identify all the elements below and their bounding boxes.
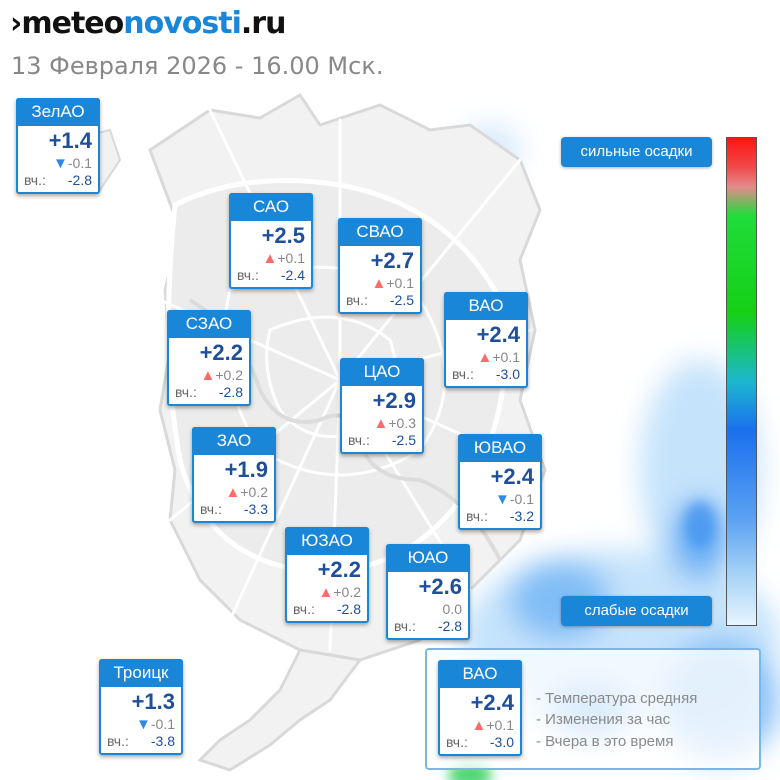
- district-temperature: +2.2: [317, 557, 361, 582]
- district-card-vao[interactable]: ВАО +2.4 ▲+0.1 вч.: -3.0: [444, 292, 528, 388]
- district-card-troitsk[interactable]: Троицк +1.3 ▼-0.1 вч.: -3.8: [99, 659, 183, 755]
- legend-card-yesterday: вч.: -3.0: [446, 734, 514, 750]
- district-name: Троицк: [99, 659, 183, 687]
- district-yesterday: вч.: -3.2: [466, 508, 534, 524]
- district-card-yuvao[interactable]: ЮВАО +2.4 ▼-0.1 вч.: -3.2: [458, 434, 542, 530]
- district-name: САО: [229, 193, 313, 221]
- arrow-up-icon: ▲: [471, 717, 487, 734]
- district-hourly-change: ▼-0.1: [495, 491, 534, 508]
- district-temperature: +1.3: [131, 689, 175, 714]
- district-temperature: +1.9: [224, 457, 268, 482]
- precipitation-color-scale: [726, 137, 757, 626]
- district-hourly-change: ▲+0.1: [262, 250, 306, 267]
- district-hourly-change: ▲+0.2: [318, 584, 362, 601]
- legend-card-change: ▲+0.1: [471, 717, 515, 734]
- district-hourly-change: ▲+0.1: [371, 275, 415, 292]
- legend-sample-card: ВАО +2.4 ▲+0.1 вч.: -3.0: [438, 660, 522, 756]
- district-card-zao[interactable]: ЗАО +1.9 ▲+0.2 вч.: -3.3: [192, 427, 276, 523]
- district-yesterday: вч.: -2.8: [24, 172, 92, 188]
- district-hourly-change: ▲+0.1: [477, 349, 521, 366]
- arrow-up-icon: ▲: [477, 349, 493, 366]
- site-logo[interactable]: ›meteonovosti.ru: [10, 6, 286, 41]
- arrow-down-icon: ▼: [495, 491, 510, 508]
- district-yesterday: вч.: -3.0: [452, 366, 520, 382]
- district-temperature: +2.4: [490, 464, 534, 489]
- arrow-up-icon: ▲: [225, 484, 241, 501]
- district-yesterday: вч.: -2.8: [293, 601, 361, 617]
- district-hourly-change: ▲+0.3: [373, 415, 417, 432]
- district-card-sao[interactable]: САО +2.5 ▲+0.1 вч.: -2.4: [229, 193, 313, 289]
- district-name: ЮАО: [386, 544, 470, 572]
- district-name: СЗАО: [167, 310, 251, 338]
- legend-line-temp: - Температура средняя: [536, 690, 698, 707]
- district-temperature: +1.4: [48, 128, 92, 153]
- district-yesterday: вч.: -2.5: [348, 432, 416, 448]
- legend-line-change: - Изменения за час: [536, 711, 671, 728]
- arrow-up-icon: ▲: [200, 367, 216, 384]
- district-yesterday: вч.: -2.4: [237, 267, 305, 283]
- legend-card-temp: +2.4: [470, 690, 514, 715]
- district-yesterday: вч.: -2.8: [394, 618, 462, 634]
- legend-line-yesterday: - Вчера в это время: [536, 733, 674, 750]
- district-temperature: +2.7: [370, 248, 414, 273]
- district-card-zelao[interactable]: ЗелАО +1.4 ▼-0.1 вч.: -2.8: [16, 98, 100, 194]
- district-name: ВАО: [444, 292, 528, 320]
- district-hourly-change: 0.0: [442, 601, 462, 617]
- district-name: ЮЗАО: [285, 527, 369, 555]
- district-hourly-change: ▲+0.2: [225, 484, 269, 501]
- district-name: СВАО: [338, 218, 422, 246]
- arrow-down-icon: ▼: [53, 155, 68, 172]
- district-temperature: +2.2: [199, 340, 243, 365]
- arrow-up-icon: ▲: [373, 415, 389, 432]
- date-time-title: 13 Февраля 2026 - 16.00 Мск.: [11, 52, 384, 80]
- arrow-up-icon: ▲: [371, 275, 387, 292]
- district-card-svao[interactable]: СВАО +2.7 ▲+0.1 вч.: -2.5: [338, 218, 422, 314]
- legend-card-name: ВАО: [438, 660, 522, 688]
- district-yesterday: вч.: -3.3: [200, 501, 268, 517]
- district-name: ЗелАО: [16, 98, 100, 126]
- district-card-yuzao[interactable]: ЮЗАО +2.2 ▲+0.2 вч.: -2.8: [285, 527, 369, 623]
- arrow-up-icon: ▲: [262, 250, 278, 267]
- district-temperature: +2.6: [418, 574, 462, 599]
- district-name: ЦАО: [340, 358, 424, 386]
- district-hourly-change: ▲+0.2: [200, 367, 244, 384]
- district-hourly-change: ▼-0.1: [136, 716, 175, 733]
- arrow-down-icon: ▼: [136, 716, 151, 733]
- district-temperature: +2.9: [372, 388, 416, 413]
- district-yesterday: вч.: -2.8: [175, 384, 243, 400]
- heavy-precipitation-label: сильные осадки: [561, 137, 712, 167]
- district-hourly-change: ▼-0.1: [53, 155, 92, 172]
- district-temperature: +2.4: [476, 322, 520, 347]
- district-name: ЮВАО: [458, 434, 542, 462]
- district-yesterday: вч.: -2.5: [346, 292, 414, 308]
- light-precipitation-label: слабые осадки: [561, 596, 712, 626]
- district-temperature: +2.5: [261, 223, 305, 248]
- district-yesterday: вч.: -3.8: [107, 733, 175, 749]
- district-card-szao[interactable]: СЗАО +2.2 ▲+0.2 вч.: -2.8: [167, 310, 251, 406]
- district-name: ЗАО: [192, 427, 276, 455]
- district-card-yuao[interactable]: ЮАО +2.6 0.0 вч.: -2.8: [386, 544, 470, 640]
- arrow-up-icon: ▲: [318, 584, 334, 601]
- district-card-cao[interactable]: ЦАО +2.9 ▲+0.3 вч.: -2.5: [340, 358, 424, 454]
